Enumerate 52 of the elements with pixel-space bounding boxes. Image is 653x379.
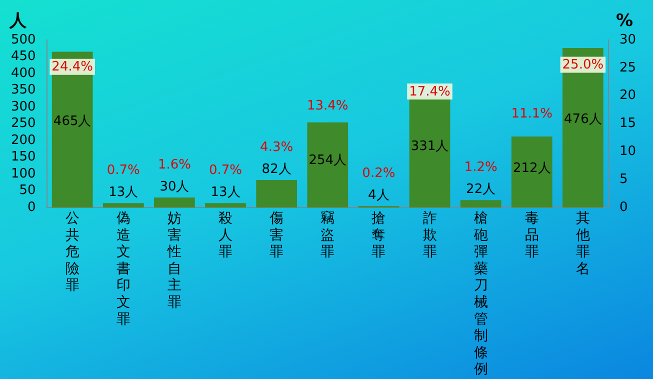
y-tick-label: 300 [10, 99, 36, 114]
x-tick-label: 殺人罪 [218, 210, 233, 260]
x-tick-label: 搶奪罪 [372, 210, 386, 260]
y2-tick-label: 0 [619, 200, 628, 215]
annotation: 4.3% [260, 140, 294, 155]
annotation: 0.7% [209, 163, 242, 178]
y-tick-label: 50 [19, 183, 36, 198]
annotation: 13.4% [306, 98, 348, 114]
annotation: 0.7% [106, 163, 140, 178]
data-label: 465人 [53, 114, 92, 130]
y-tick-label: 450 [10, 49, 36, 64]
x-tick-label: 竊盜罪 [320, 210, 335, 260]
x-tick-label: 其他罪名 [576, 210, 590, 277]
annotation: 17.4% [409, 84, 450, 100]
x-tick-label: 公共危險罪 [65, 210, 80, 294]
data-label: 22人 [466, 182, 496, 198]
x-tick-label: 傷害罪 [268, 210, 284, 260]
y-tick-label: 0 [28, 200, 36, 215]
annotation: 11.1% [511, 106, 553, 122]
y2-tick-label: 5 [619, 172, 628, 187]
y2-tick-label: 25 [619, 60, 636, 76]
data-label: 13人 [108, 185, 138, 200]
data-label: 212人 [512, 160, 551, 176]
y2-tick-label: 30 [619, 32, 636, 48]
x-tick-label: 詐欺罪 [422, 210, 437, 260]
y-axis-title: 人 [8, 10, 28, 31]
data-label: 476人 [564, 112, 602, 128]
annotation: 25.0% [562, 58, 604, 73]
x-tick-label: 毒品罪 [524, 210, 539, 260]
y2-tick-label: 10 [619, 144, 636, 160]
x-tick-label: 妨害性自主罪 [166, 210, 182, 311]
data-label: 4人 [368, 188, 390, 204]
data-label: 13人 [210, 185, 240, 200]
data-label: 331人 [410, 138, 449, 154]
annotation: 1.6% [158, 157, 191, 172]
y-tick-label: 100 [10, 166, 36, 182]
y-tick-label: 350 [10, 82, 36, 98]
annotation: 24.4% [52, 60, 93, 75]
annotation: 1.2% [464, 160, 498, 176]
y-tick-label: 250 [10, 116, 36, 132]
y-tick-label: 150 [10, 150, 36, 165]
y-tick-label: 400 [10, 66, 36, 81]
annotation: 0.2% [362, 166, 396, 182]
x-tick-label: 偽造文書印文罪 [116, 210, 130, 328]
data-label: 82人 [262, 162, 292, 177]
y-tick-label: 200 [10, 132, 36, 148]
data-label: 254人 [308, 153, 347, 168]
y2-tick-label: 20 [619, 88, 636, 104]
y2-axis-title: % [616, 10, 633, 31]
y2-tick-label: 15 [619, 116, 636, 132]
y-tick-label: 500 [10, 32, 36, 48]
data-label: 30人 [160, 179, 190, 194]
